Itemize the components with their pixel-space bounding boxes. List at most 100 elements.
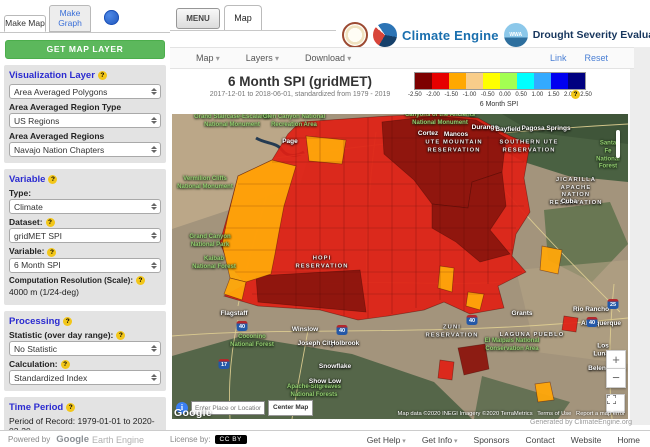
- time-period-header: Time Period: [9, 402, 161, 413]
- footer-link[interactable]: Contact: [525, 434, 555, 445]
- tab-make-map[interactable]: Make Map: [4, 14, 46, 32]
- help-icon[interactable]: [48, 174, 58, 184]
- legend-tick: -1.50: [444, 92, 459, 98]
- generated-by: Generated by ClimateEngine.org: [530, 419, 632, 426]
- link-button[interactable]: Link: [549, 53, 567, 63]
- legend-tick: -1.00: [462, 92, 477, 98]
- select-arrows-icon: [150, 345, 158, 353]
- get-map-layer-button-top[interactable]: GET MAP LAYER: [5, 40, 165, 59]
- powered-by-label: Powered by: [8, 435, 51, 444]
- dataset-value: gridMET SPI: [14, 230, 63, 241]
- legend-tick: 0.50: [515, 92, 527, 98]
- main-panel: MENU Map Climate Engine Drought Severity…: [170, 0, 650, 430]
- reset-button[interactable]: Reset: [584, 53, 608, 63]
- spi-polygons: [219, 114, 579, 403]
- variable-label: Variable:: [9, 246, 161, 257]
- earth-engine-wordmark: Earth Engine: [91, 434, 145, 445]
- processing-header: Processing: [9, 316, 161, 327]
- legend-cell: [449, 73, 466, 89]
- google-wordmark: Google: [56, 434, 89, 445]
- legend-tick: 2.00: [563, 92, 576, 98]
- map-canvas[interactable]: Grand Staircase-Escalante National Monum…: [172, 114, 628, 419]
- time-period-title: Time Period: [9, 402, 64, 414]
- resolution-value: 4000 m (1/24-deg): [9, 286, 79, 297]
- footer-link[interactable]: Home: [617, 434, 640, 445]
- visualization-layer-select[interactable]: Area Averaged Polygons: [9, 84, 161, 99]
- select-arrows-icon: [150, 232, 158, 240]
- map-search-row: Center Map: [176, 400, 314, 416]
- region-type-select[interactable]: US Regions: [9, 113, 161, 128]
- legend-tick: 1.50: [547, 92, 560, 98]
- toolbar-download-dropdown[interactable]: Download: [305, 53, 351, 63]
- processing-title: Processing: [9, 315, 61, 327]
- footer-link[interactable]: Get Info: [422, 435, 458, 445]
- legend: -2.50 -2.00 -1.50 -1.00 -0.50 0.00 0.50 1.00 1.5…: [408, 72, 592, 108]
- place-search-input[interactable]: [191, 401, 265, 415]
- footer-link[interactable]: Website: [570, 434, 602, 445]
- center-map-button[interactable]: Center Map: [268, 400, 314, 416]
- resolution-label-text: Computation Resolution (Scale):: [9, 275, 133, 285]
- zoom-out-button[interactable]: −: [606, 368, 626, 388]
- legend-tick: -2.00: [426, 92, 440, 98]
- info-badge-icon[interactable]: [104, 10, 119, 25]
- wwa-logo: [503, 23, 528, 47]
- help-icon[interactable]: [97, 70, 107, 80]
- map-attribution: Map data ©2020 INEGI Imagery ©2020 Terra…: [395, 411, 625, 417]
- help-icon[interactable]: [63, 316, 73, 326]
- report-error-link[interactable]: Report a map error: [576, 411, 625, 417]
- statistic-label-text: Statistic (over day range):: [9, 329, 114, 340]
- tool-title: Drought Severity Evaluation Tool: [532, 29, 650, 41]
- legend-tick: -2.50: [408, 92, 422, 98]
- variable-select[interactable]: 6 Month SPI: [9, 257, 161, 273]
- fullscreen-button[interactable]: [606, 394, 625, 413]
- legend-ticks: -2.50 -2.00 -1.50 -1.00 -0.50 0.00 0.50 1.00 1.5…: [408, 92, 592, 98]
- toolbar-layers-dropdown[interactable]: Layers: [246, 53, 279, 63]
- help-icon[interactable]: [116, 331, 126, 341]
- menu-button[interactable]: MENU: [176, 8, 220, 29]
- fullscreen-icon: [607, 395, 616, 404]
- right-gutter: [630, 47, 650, 425]
- legend-cell: [483, 73, 500, 89]
- toolbar-map-dropdown[interactable]: Map: [196, 53, 220, 63]
- calculation-label-text: Calculation:: [9, 359, 58, 370]
- footer-link[interactable]: Sponsors: [473, 434, 510, 445]
- legend-cell: [551, 73, 568, 89]
- legend-tick: -0.50: [480, 92, 495, 98]
- help-icon[interactable]: [66, 403, 76, 413]
- tab-make-graph[interactable]: Make Graph: [49, 4, 91, 32]
- variable-title: Variable: [9, 174, 46, 185]
- cc-by-badge[interactable]: CC BY: [214, 435, 247, 444]
- legend-help-icon[interactable]: [571, 90, 580, 99]
- legend-cell: [415, 73, 432, 89]
- map-title: 6 Month SPI (gridMET): [228, 74, 372, 89]
- variable-label-text: Variable:: [9, 246, 45, 257]
- brand-header: Climate Engine Drought Severity Evaluati…: [342, 22, 650, 48]
- chapter-boundaries: [224, 114, 526, 318]
- google-logo: Google: [174, 407, 212, 419]
- help-icon[interactable]: [45, 218, 55, 228]
- legend-caption: 6 Month SPI: [479, 101, 519, 108]
- license-label: License by:: [170, 435, 211, 444]
- footer-link[interactable]: Get Help: [367, 435, 406, 445]
- sidebar-tabbar: Make Map Make Graph: [0, 0, 170, 33]
- statistic-label: Statistic (over day range):: [9, 329, 161, 341]
- calculation-select[interactable]: Standardized Index: [9, 370, 161, 386]
- tab-map[interactable]: Map: [224, 5, 262, 31]
- zoom-in-button[interactable]: +: [606, 350, 626, 370]
- map-subtitle: 2017-12-01 to 2018-06-01, standardized f…: [209, 91, 391, 98]
- info-icon[interactable]: [176, 402, 188, 414]
- dataset-label-text: Dataset:: [9, 217, 43, 227]
- dataset-select[interactable]: gridMET SPI: [9, 228, 161, 244]
- select-arrows-icon: [150, 203, 158, 210]
- brand-name: Climate Engine: [402, 27, 499, 43]
- help-icon[interactable]: [136, 275, 145, 285]
- help-icon[interactable]: [60, 360, 70, 370]
- region-type-value: US Regions: [14, 115, 60, 126]
- calculation-value: Standardized Index: [14, 372, 88, 383]
- statistic-select[interactable]: No Statistic: [9, 341, 161, 357]
- regions-select[interactable]: Navajo Nation Chapters: [9, 142, 161, 157]
- terms-link[interactable]: Terms of Use: [537, 411, 572, 417]
- type-select[interactable]: Climate: [9, 199, 161, 214]
- help-icon[interactable]: [47, 247, 57, 257]
- legend-cell: [534, 73, 551, 89]
